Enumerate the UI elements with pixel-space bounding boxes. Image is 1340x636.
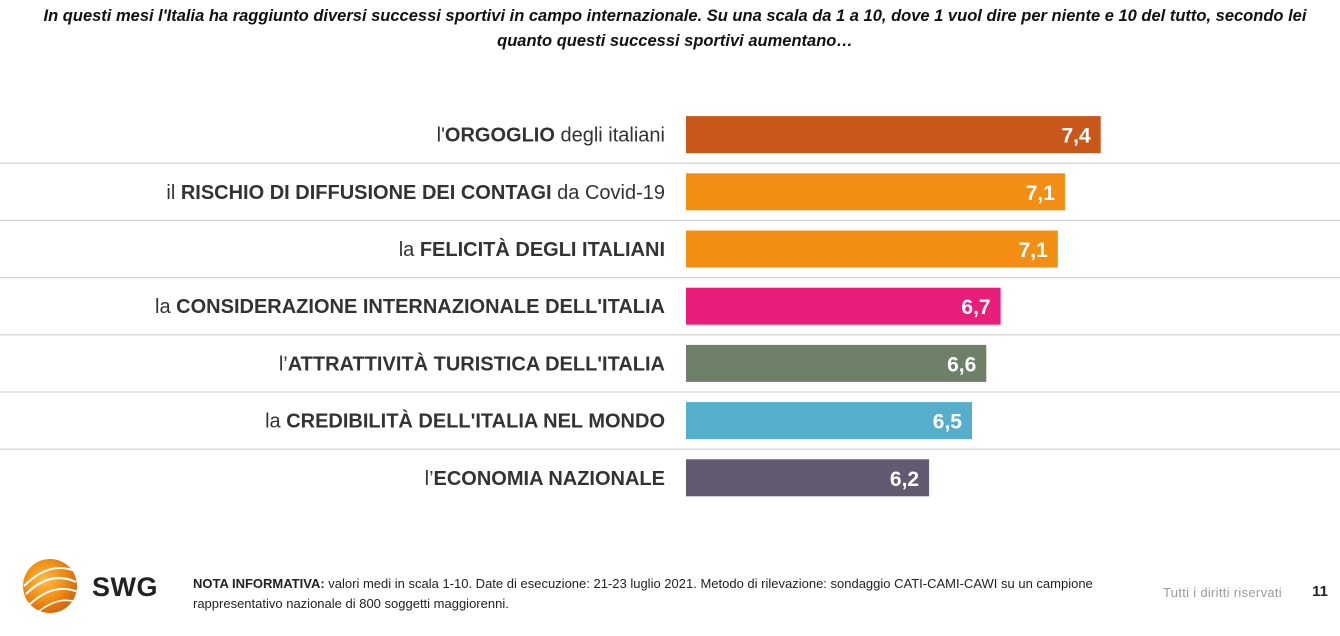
bar-value-label: 6,7 xyxy=(961,296,990,319)
category-label: l’ECONOMIA NAZIONALE xyxy=(425,468,665,490)
survey-question: In questi mesi l'Italia ha raggiunto div… xyxy=(43,7,1307,50)
horizontal-bar-chart: 7,4 l'ORGOGLIO degli italiani 7,1 il RISCHI… xyxy=(0,116,1340,497)
bar-value-label: 6,2 xyxy=(890,468,919,491)
note-label: NOTA INFORMATIVA: xyxy=(193,576,325,591)
bar-6 xyxy=(686,402,972,440)
category-label: la CONSIDERAZIONE INTERNAZIONALE DELL'IT… xyxy=(155,296,665,318)
bar-7 xyxy=(686,459,930,497)
rights-reserved: Tutti i diritti riservati xyxy=(1163,585,1282,600)
category-label: l’ATTRATTIVITÀ TURISTICA DELL'ITALIA xyxy=(279,352,665,375)
category-label: l'ORGOGLIO degli italiani xyxy=(437,125,665,147)
bar-value-label: 7,1 xyxy=(1026,182,1056,205)
bar-1 xyxy=(686,116,1101,154)
category-label: la FELICITÀ DEGLI ITALIANI xyxy=(399,238,665,261)
page-number: 11 xyxy=(1312,583,1328,600)
bar-value-label: 7,1 xyxy=(1019,239,1049,262)
informative-note: NOTA INFORMATIVA: valori medi in scala 1… xyxy=(193,574,1093,614)
swg-logo-text: SWG xyxy=(92,572,158,602)
bar-2 xyxy=(686,173,1065,211)
bar-5 xyxy=(686,344,987,382)
bar-value-label: 7,4 xyxy=(1061,125,1091,148)
bar-4 xyxy=(686,287,1001,325)
category-label: la CREDIBILITÀ DELL'ITALIA NEL MONDO xyxy=(265,410,665,433)
category-label: il RISCHIO DI DIFFUSIONE DEI CONTAGI da … xyxy=(166,182,665,204)
bar-3 xyxy=(686,230,1058,268)
bar-value-label: 6,6 xyxy=(947,353,976,376)
swg-globe-logo-icon xyxy=(23,559,79,613)
note-text: valori medi in scala 1-10. Date di esecu… xyxy=(193,576,1093,611)
bar-value-label: 6,5 xyxy=(933,411,963,434)
